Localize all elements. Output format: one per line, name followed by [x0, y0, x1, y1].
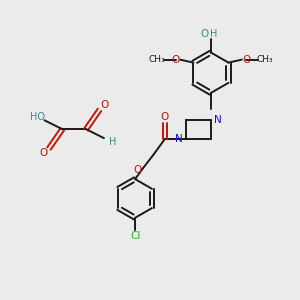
- Text: Cl: Cl: [130, 231, 140, 241]
- Text: H: H: [210, 29, 218, 39]
- Text: O: O: [133, 165, 141, 175]
- Text: O: O: [200, 29, 208, 39]
- Text: O: O: [242, 55, 250, 64]
- Text: O: O: [101, 100, 109, 110]
- Text: O: O: [161, 112, 169, 122]
- Text: CH₃: CH₃: [257, 55, 273, 64]
- Text: O: O: [172, 55, 180, 64]
- Text: O: O: [40, 148, 48, 158]
- Text: H: H: [109, 137, 116, 147]
- Text: HO: HO: [30, 112, 45, 122]
- Text: CH₃: CH₃: [148, 55, 165, 64]
- Text: N: N: [214, 115, 221, 125]
- Text: N: N: [175, 134, 183, 144]
